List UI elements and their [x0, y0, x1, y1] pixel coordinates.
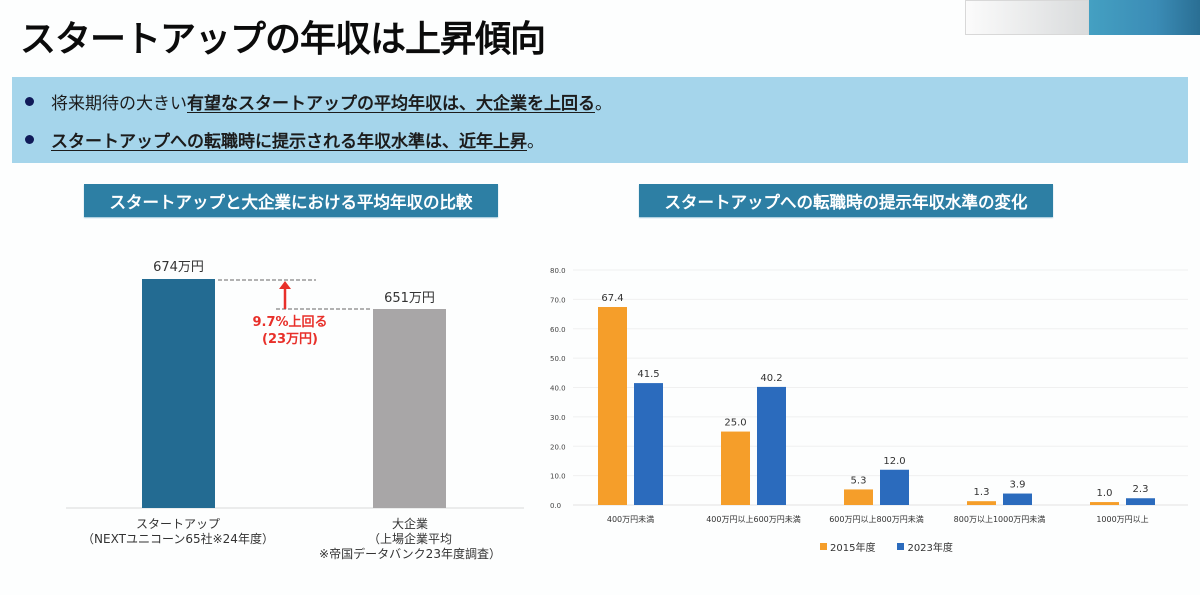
difference-annotation-amount: (23万円) [262, 332, 318, 347]
bar-2023年度-0 [634, 383, 663, 505]
category-note: （上場企業平均 [367, 532, 452, 546]
bullet-suffix: 。 [595, 94, 612, 114]
bar-2015年度-0 [598, 307, 627, 505]
summary-banner [12, 77, 1188, 163]
category-label-large-company: 大企業 （上場企業平均 ※帝国データバンク23年度調査） [300, 517, 520, 562]
y-tick-label: 30.0 [550, 414, 566, 422]
category-label-startup: スタートアップ （NEXTユニコーン65社※24年度） [78, 517, 278, 547]
chart-legend: 2015年度 2023年度 [820, 539, 953, 554]
data-label-large-company: 651万円 [384, 291, 435, 306]
bar-2015年度-4 [1090, 502, 1119, 505]
bullet-emphasis-text: スタートアップへの転職時に提示される年収水準は、近年上昇 [51, 132, 527, 152]
offered-salary-chart: 0.0 10.0 20.0 30.0 40.0 50.0 60.0 70.0 80.0 67.4… [550, 267, 1188, 524]
data-label: 40.2 [760, 373, 782, 384]
legend-item-2023: 2023年度 [897, 539, 953, 554]
data-label: 1.3 [974, 487, 990, 498]
arrow-head-icon [279, 281, 291, 289]
summary-bullet-1: 将来期待の大きい 有望なスタートアップの平均年収は、大企業を上回る。 [25, 89, 612, 114]
x-tick-label: 400万円未満 [607, 514, 654, 524]
legend-swatch-2023 [897, 543, 905, 550]
legend-label-2015: 2015年度 [830, 543, 876, 554]
bar-large-company [373, 309, 446, 508]
header-decoration-blue [1089, 0, 1200, 35]
data-label: 2.3 [1133, 484, 1149, 495]
bullet-dot-icon [25, 97, 34, 106]
bullet-emphasis-text: 有望なスタートアップの平均年収は、大企業を上回る [187, 94, 595, 114]
salary-comparison-chart: 674万円 651万円 9.7%上回る (23万円) [66, 260, 524, 509]
bar-2023年度-4 [1126, 498, 1155, 505]
x-tick-label: 400万円以上600万円未満 [706, 514, 801, 524]
page-title: スタートアップの年収は上昇傾向 [20, 19, 546, 60]
bar-2015年度-1 [721, 431, 750, 505]
category-note: ※帝国データバンク23年度調査） [319, 547, 501, 561]
bullet-dot-icon [25, 135, 34, 144]
data-label: 5.3 [851, 475, 867, 486]
legend-swatch-2015 [820, 543, 827, 550]
bar-2023年度-2 [880, 469, 909, 505]
data-label: 41.5 [637, 369, 659, 380]
y-tick-label: 80.0 [550, 267, 566, 275]
data-label: 25.0 [724, 418, 746, 429]
data-label: 12.0 [883, 456, 905, 467]
legend-label-2023: 2023年度 [907, 543, 953, 554]
bullet-suffix: 。 [527, 132, 544, 152]
left-chart-title: スタートアップと大企業における平均年収の比較 [84, 184, 498, 217]
y-tick-label: 40.0 [550, 385, 566, 393]
header-decoration-grey [965, 0, 1089, 35]
x-tick-label: 600万円以上800万円未満 [829, 514, 924, 524]
y-tick-label: 20.0 [550, 443, 566, 451]
data-label: 3.9 [1010, 480, 1026, 491]
data-label: 1.0 [1097, 488, 1113, 499]
category-name: スタートアップ [135, 517, 220, 531]
legend-item-2015: 2015年度 [820, 539, 875, 554]
right-chart-title: スタートアップへの転職時の提示年収水準の変化 [639, 184, 1053, 217]
y-tick-label: 60.0 [550, 326, 566, 334]
bullet-plain-text: 将来期待の大きい [51, 94, 187, 114]
x-tick-label: 800万以上1000万円未満 [954, 514, 1046, 524]
y-tick-label: 70.0 [550, 296, 566, 304]
category-name: 大企業 [391, 517, 428, 531]
bar-startup [142, 279, 215, 508]
summary-bullet-2: スタートアップへの転職時に提示される年収水準は、近年上昇。 [25, 127, 544, 152]
bar-2015年度-2 [844, 489, 873, 505]
bar-2015年度-3 [967, 501, 996, 505]
y-tick-label: 10.0 [550, 473, 566, 481]
data-label-startup: 674万円 [153, 260, 204, 275]
y-tick-label: 0.0 [550, 502, 561, 510]
x-tick-label: 1000万円以上 [1096, 515, 1148, 524]
bar-2023年度-3 [1003, 493, 1032, 505]
y-tick-label: 50.0 [550, 355, 566, 363]
bar-2023年度-1 [757, 386, 786, 505]
data-label: 67.4 [601, 293, 623, 304]
difference-annotation-percent: 9.7%上回る [252, 315, 327, 330]
category-note: （NEXTユニコーン65社※24年度） [82, 532, 274, 546]
